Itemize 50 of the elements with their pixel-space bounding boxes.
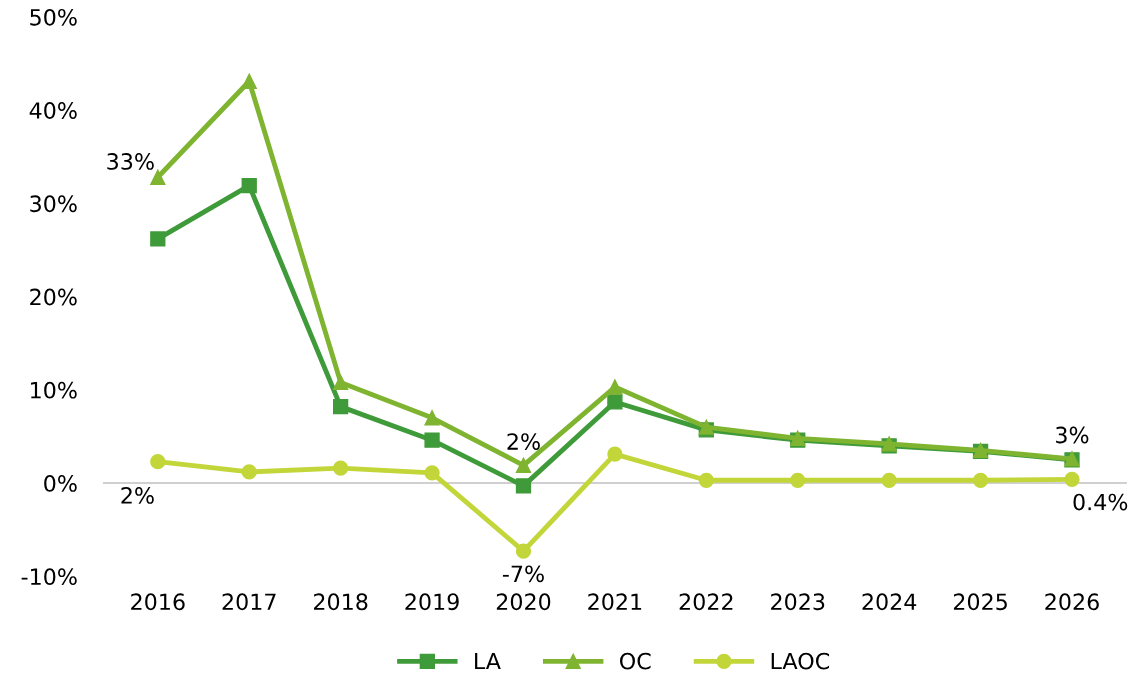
- legend-label: LAOC: [771, 652, 830, 670]
- x-tick-label: 2017: [222, 593, 276, 611]
- point: [881, 472, 897, 488]
- y-tick-label: -10%: [21, 568, 77, 586]
- point: [333, 374, 349, 391]
- y-tick-label: 10%: [31, 381, 77, 399]
- point: [1064, 471, 1080, 487]
- point: [972, 472, 989, 488]
- point: [515, 478, 532, 494]
- point: [607, 394, 623, 410]
- data-label: 2%: [507, 433, 540, 450]
- point: [241, 464, 257, 480]
- point: [607, 446, 623, 462]
- data-label: 3%: [1056, 426, 1089, 444]
- point: [424, 410, 440, 426]
- point: [424, 465, 440, 481]
- y-tick-label: 50%: [30, 8, 77, 26]
- legend-label: OC: [620, 652, 651, 670]
- x-tick-label: 2023: [771, 593, 825, 611]
- x-tick-label: 2025: [953, 593, 1007, 611]
- point: [333, 460, 349, 476]
- data-label: 2%: [121, 487, 154, 504]
- y-tick-label: 40%: [29, 102, 77, 119]
- point: [515, 457, 532, 474]
- point: [515, 543, 532, 559]
- x-tick-label: 2019: [405, 593, 459, 611]
- data-label: 33%: [107, 153, 154, 170]
- point: [241, 73, 257, 89]
- point: [150, 453, 166, 470]
- point: [790, 472, 806, 488]
- point: [333, 398, 349, 415]
- x-tick-label: 2021: [588, 593, 642, 611]
- data-label: -7%: [502, 565, 544, 583]
- y-tick-label: 0%: [44, 475, 77, 492]
- x-tick-label: 2018: [314, 593, 368, 611]
- point: [698, 472, 714, 488]
- x-tick-label: 2024: [862, 593, 917, 611]
- y-tick-label: 20%: [30, 288, 77, 306]
- point: [241, 178, 257, 194]
- point: [424, 432, 440, 448]
- data-label: 0.4%: [1073, 493, 1128, 511]
- x-tick-label: 2016: [131, 593, 185, 611]
- y-tick-label: 30%: [30, 195, 77, 213]
- point: [607, 379, 623, 395]
- x-tick-label: 2022: [679, 593, 733, 611]
- point: [150, 169, 166, 185]
- x-tick-label: 2020: [496, 593, 551, 611]
- legend-label: LA: [475, 652, 501, 670]
- point: [150, 231, 166, 247]
- x-tick-label: 2026: [1045, 593, 1099, 611]
